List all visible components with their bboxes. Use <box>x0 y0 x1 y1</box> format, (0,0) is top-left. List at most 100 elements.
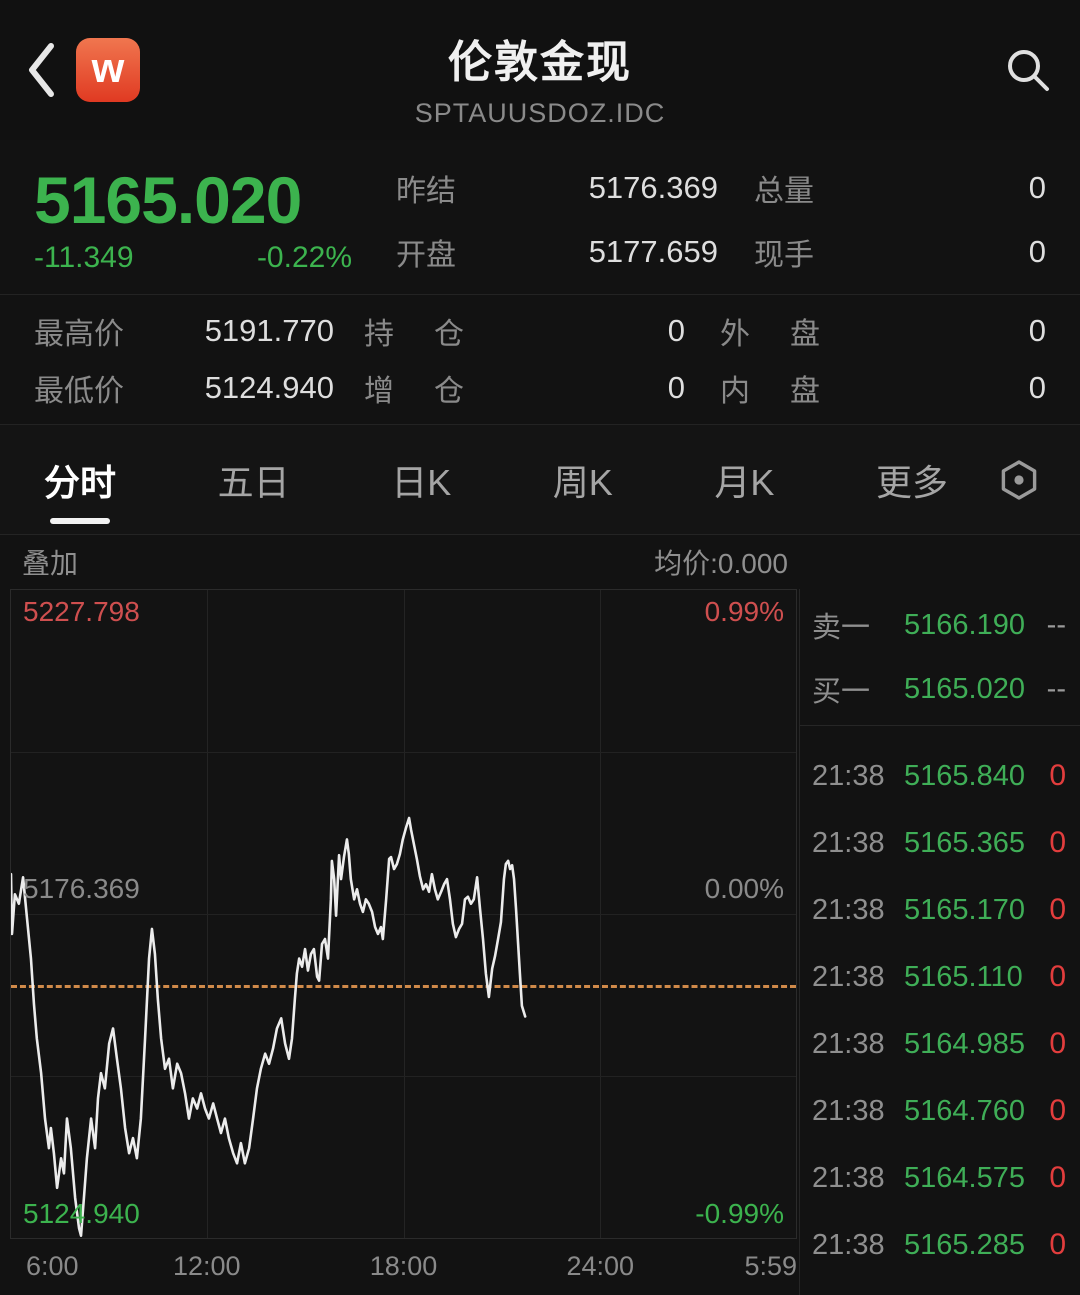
tab-分时[interactable]: 分时 <box>38 434 122 526</box>
ask-qty: -- <box>1046 608 1066 641</box>
trade-price: 5165.170 <box>904 893 1025 926</box>
trade-row: 21:38 5165.170 0 <box>812 893 1066 927</box>
change-row: -11.349 -0.22% <box>34 241 352 275</box>
trade-time: 21:38 <box>812 1027 885 1060</box>
trade-row: 21:38 5164.985 0 <box>812 1027 1066 1061</box>
low-value: 5124.940 <box>204 369 334 405</box>
y-min-pct-label: -0.99% <box>695 1198 784 1229</box>
trade-qty: 0 <box>1049 1094 1066 1127</box>
quote-mid-column: 昨结 5176.369 开盘 5177.659 <box>396 146 718 294</box>
ask-price: 5166.190 <box>904 608 1025 641</box>
y-min-price-label: 5124.940 <box>23 1198 140 1229</box>
page-title: 伦敦金现 <box>448 38 632 87</box>
prev-settle-row: 昨结 5176.369 <box>396 166 718 210</box>
horizontal-gridline <box>11 752 796 753</box>
settings-icon <box>1001 459 1037 500</box>
low-label: 最低价 <box>34 374 124 408</box>
prev-settle-value: 5176.369 <box>588 170 718 205</box>
order-book-panel: 卖一 5166.190 -- 买一 5165.020 -- 21:38 5165.… <box>799 589 1080 1295</box>
tabs-list: 分时 五日 日K 周K 月K 更多 <box>38 434 954 526</box>
inner-volume-label: 内盘 <box>720 374 860 408</box>
tab-月K[interactable]: 月K <box>714 461 775 503</box>
ask-row: 卖一 5166.190 -- <box>800 593 1080 657</box>
overlay-button[interactable]: 叠加 <box>22 548 79 579</box>
x-tick: 6:00 <box>26 1251 79 1281</box>
trade-price: 5164.760 <box>904 1094 1025 1127</box>
open-interest-value: 0 <box>667 313 685 349</box>
trade-row: 21:38 5165.285 0 <box>812 1228 1066 1262</box>
trade-qty: 0 <box>1049 759 1066 792</box>
open-interest-label: 持仓 <box>364 318 504 352</box>
x-tick: 12:00 <box>172 1251 241 1281</box>
trade-price: 5164.985 <box>904 1027 1025 1060</box>
inner-volume-value: 0 <box>1028 369 1046 405</box>
trade-row: 21:38 5165.110 0 <box>812 960 1066 994</box>
trade-price: 5165.840 <box>904 759 1025 792</box>
trade-time: 21:38 <box>812 826 885 859</box>
x-axis: 6:00 12:00 18:00 24:00 5:59 <box>10 1239 797 1295</box>
y-mid-pct-label: 0.00% <box>704 873 784 904</box>
x-tick: 5:59 <box>744 1251 797 1281</box>
header: w 伦敦金现 SPTAUUSDOZ.IDC <box>0 0 1080 140</box>
back-button[interactable] <box>26 40 60 100</box>
header-title-block: 伦敦金现 SPTAUUSDOZ.IDC <box>0 0 1080 129</box>
chart-column: 5227.798 0.99% 5176.369 0.00% 5124.940 -… <box>0 589 799 1295</box>
bid-qty: -- <box>1046 672 1066 705</box>
trade-time: 21:38 <box>812 1094 885 1127</box>
high-value: 5191.770 <box>204 313 334 349</box>
horizontal-gridline <box>11 1076 796 1077</box>
total-volume-value: 0 <box>1028 170 1046 205</box>
x-tick: 24:00 <box>566 1251 635 1281</box>
trade-row: 21:38 5164.760 0 <box>812 1094 1066 1128</box>
outer-volume-value: 0 <box>1028 313 1046 349</box>
price-polyline <box>11 816 527 1238</box>
tab-更多[interactable]: 更多 <box>875 461 948 503</box>
tab-周K[interactable]: 周K <box>552 461 613 503</box>
price-change: -11.349 <box>34 240 134 274</box>
y-max-price-label: 5227.798 <box>23 596 140 627</box>
tick-trade-list: 21:38 5165.840 0 21:38 5165.365 0 21:38 5165.17… <box>800 726 1080 1295</box>
chart-period-tabs: 分时 五日 日K 周K 月K 更多 <box>0 425 1080 535</box>
trade-row: 21:38 5164.575 0 <box>812 1161 1066 1195</box>
position-change-label: 增仓 <box>364 374 504 408</box>
last-price-dashed-line <box>11 985 796 989</box>
trade-price: 5164.575 <box>904 1161 1025 1194</box>
tab-日K[interactable]: 日K <box>391 461 452 503</box>
trade-time: 21:38 <box>812 1228 885 1261</box>
x-tick: 18:00 <box>369 1251 438 1281</box>
quote-summary: 5165.020 -11.349 -0.22% 昨结 5176.369 开盘 5… <box>0 140 1080 295</box>
total-volume-label: 总量 <box>754 175 814 208</box>
tab-五日[interactable]: 五日 <box>217 461 290 503</box>
wind-app-logo: w <box>76 38 140 102</box>
trade-price: 5165.365 <box>904 826 1025 859</box>
price-change-pct: -0.22% <box>256 240 352 274</box>
trade-row: 21:38 5165.365 0 <box>812 826 1066 860</box>
chevron-left-icon <box>29 43 54 97</box>
chart-settings-button[interactable] <box>996 457 1042 503</box>
current-lot-value: 0 <box>1028 234 1046 269</box>
average-price-label: 均价:0.000 <box>654 548 788 579</box>
trade-price: 5165.110 <box>904 960 1023 993</box>
position-change-value: 0 <box>667 369 685 405</box>
intraday-chart[interactable]: 5227.798 0.99% 5176.369 0.00% 5124.940 -… <box>10 589 797 1239</box>
panel-divider <box>800 725 1080 726</box>
quote-right-column: 总量 0 现手 0 <box>754 146 1046 294</box>
search-button[interactable] <box>1002 44 1054 96</box>
trade-time: 21:38 <box>812 1161 885 1194</box>
price-line-chart <box>11 816 527 1238</box>
trade-qty: 0 <box>1049 960 1066 993</box>
current-lot-label: 现手 <box>754 239 814 272</box>
prev-settle-label: 昨结 <box>396 175 456 208</box>
trade-time: 21:38 <box>812 960 885 993</box>
trade-qty: 0 <box>1049 1027 1066 1060</box>
total-volume-row: 总量 0 <box>754 166 1046 210</box>
trade-time: 21:38 <box>812 893 885 926</box>
trade-row: 21:38 5165.840 0 <box>812 759 1066 793</box>
trade-price: 5165.285 <box>904 1228 1025 1261</box>
chart-toolbar: 叠加 均价:0.000 <box>0 535 1080 589</box>
trade-qty: 0 <box>1049 1161 1066 1194</box>
open-value: 5177.659 <box>588 234 718 269</box>
open-label: 开盘 <box>396 239 456 272</box>
y-max-pct-label: 0.99% <box>704 596 784 627</box>
